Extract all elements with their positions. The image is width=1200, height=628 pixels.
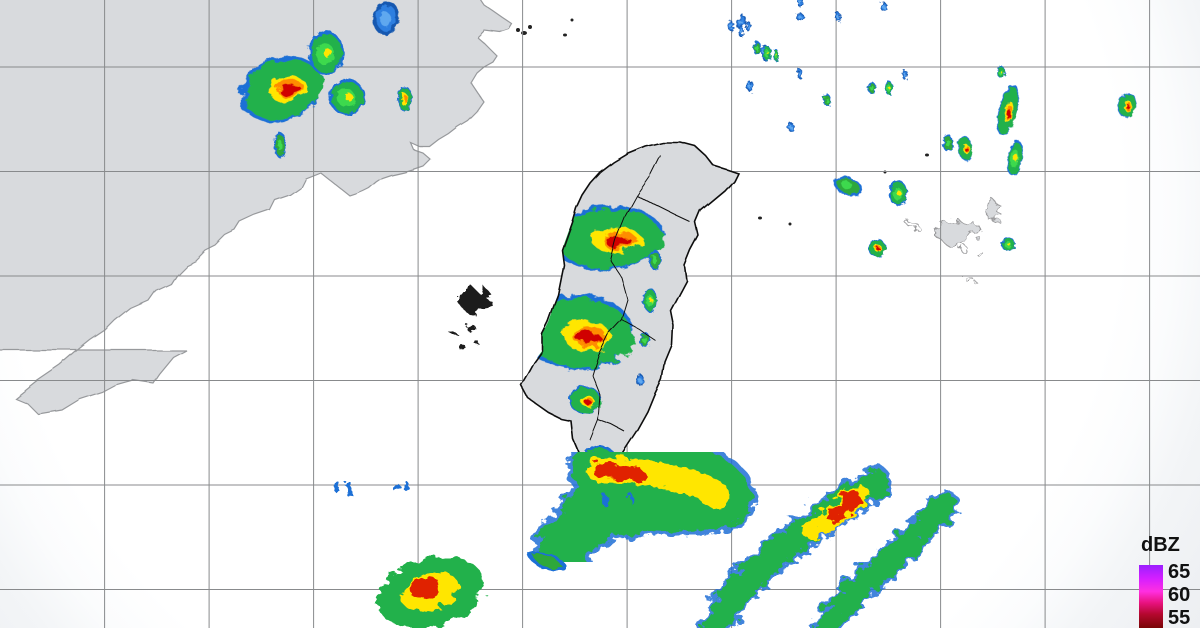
svg-text:65: 65	[1168, 561, 1190, 583]
svg-text:dBZ: dBZ	[1141, 534, 1180, 556]
svg-text:55: 55	[1168, 607, 1190, 628]
svg-text:60: 60	[1168, 584, 1190, 606]
